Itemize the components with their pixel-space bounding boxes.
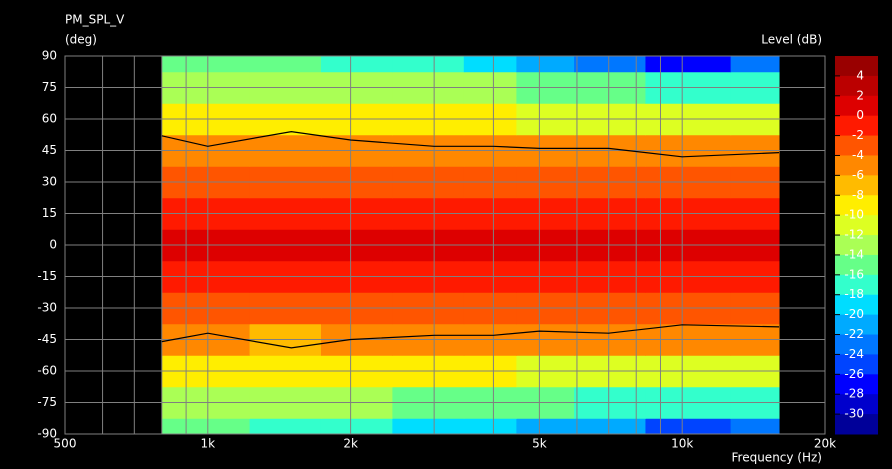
- colorbar-tick-label: -6: [852, 168, 864, 182]
- y-tick-label: 45: [42, 143, 57, 157]
- colorbar-tick-label: -26: [844, 367, 864, 381]
- heat-cell: [161, 56, 186, 73]
- contour-line: [161, 130, 780, 158]
- colorbar-swatch: [835, 394, 878, 415]
- x-tick-label: 20k: [814, 437, 836, 451]
- heat-cell: [249, 56, 322, 73]
- colorbar-tick-label: -4: [852, 148, 864, 162]
- colorbar-swatch: [835, 334, 878, 355]
- y-tick-label: 15: [42, 206, 57, 220]
- colorbar-tick-label: -14: [844, 247, 864, 261]
- colorbar-tick-label: -12: [844, 228, 864, 242]
- y-tick-label: -75: [37, 395, 57, 409]
- heat-cell: [574, 418, 646, 435]
- heat-cell: [516, 418, 575, 435]
- x-tick-label: 500: [54, 437, 77, 451]
- y-tick-label: -90: [37, 427, 57, 441]
- contour-line: [161, 324, 780, 349]
- y-tick-label: -45: [37, 332, 57, 346]
- y-tick-label: -30: [37, 301, 57, 315]
- colorbar-tick-label: 2: [856, 88, 864, 102]
- x-tick-label: 10k: [671, 437, 693, 451]
- colorbar-tick-label: 4: [856, 68, 864, 82]
- heat-cell: [184, 418, 251, 435]
- colorbar-swatch: [835, 175, 878, 196]
- heat-cell: [392, 56, 465, 73]
- colorbar-tick-label: -28: [844, 387, 864, 401]
- x-tick-label: 2k: [343, 437, 358, 451]
- colorbar-swatch: [835, 235, 878, 256]
- y-tick-label: 90: [42, 49, 57, 63]
- heat-cell: [249, 418, 322, 435]
- x-tick-label: 5k: [532, 437, 547, 451]
- colorbar-swatch: [835, 75, 878, 97]
- colorbar-swatch: [835, 374, 878, 395]
- x-axis-label: Frequency (Hz): [732, 451, 823, 465]
- heat-cell: [184, 56, 251, 73]
- heat-cell: [463, 56, 517, 73]
- y-axis-label: (deg): [65, 33, 97, 47]
- y-tick-label: 75: [42, 80, 57, 94]
- colorbar-swatch: [835, 56, 878, 77]
- colorbar-tick-label: -18: [844, 287, 864, 301]
- colorbar-tick-label: -30: [844, 407, 864, 421]
- heat-cell: [645, 418, 732, 435]
- colorbar-swatch: [835, 354, 878, 375]
- colorbar-swatch: [835, 254, 878, 276]
- colorbar-swatch: [835, 135, 878, 156]
- y-tick-label: 0: [49, 238, 57, 252]
- colorbar-tick-label: -16: [844, 267, 864, 281]
- y-tick-label: -15: [37, 269, 57, 283]
- heat-cell: [320, 418, 393, 435]
- colorbar-tick-label: 0: [856, 108, 864, 122]
- colorbar-tick-label: -24: [844, 347, 864, 361]
- heat-cell: [516, 56, 575, 73]
- colorbar-swatch: [835, 115, 878, 137]
- y-tick-label: 60: [42, 112, 57, 126]
- heat-cell: [161, 418, 186, 435]
- y-tick-label: -60: [37, 364, 57, 378]
- colorbar-swatch: [835, 314, 878, 336]
- x-tick-label: 1k: [201, 437, 216, 451]
- heat-cell: [730, 56, 780, 73]
- colorbar-swatch: [835, 274, 878, 296]
- heat-cell: [463, 418, 517, 435]
- colorbar-label: Level (dB): [761, 33, 822, 47]
- heat-cell: [392, 418, 465, 435]
- y-tick-label: 30: [42, 175, 57, 189]
- colorbar-tick-label: -22: [844, 327, 864, 341]
- heat-cell: [320, 56, 393, 73]
- colorbar-swatch: [835, 294, 878, 316]
- heat-cell: [574, 56, 646, 73]
- colorbar-tick-label: -8: [852, 188, 864, 202]
- colorbar-tick-label: -10: [844, 208, 864, 222]
- plot-frame: [64, 55, 826, 435]
- colorbar-swatch: [835, 155, 878, 176]
- colorbar-swatch: [835, 215, 878, 236]
- colorbar-swatch: [835, 95, 878, 117]
- colorbar-tick-label: -20: [844, 307, 864, 321]
- heat-cell: [730, 418, 780, 435]
- colorbar-tick-label: -2: [852, 128, 864, 142]
- chart-title: PM_SPL_V: [65, 13, 125, 27]
- colorbar-swatch: [835, 414, 878, 435]
- colorbar-swatch: [835, 195, 878, 216]
- heat-cell: [645, 56, 732, 73]
